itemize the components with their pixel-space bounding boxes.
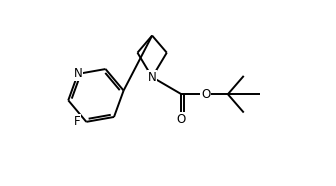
Text: O: O: [201, 88, 210, 101]
Text: N: N: [74, 67, 82, 80]
Text: F: F: [74, 115, 80, 128]
Text: O: O: [177, 113, 186, 126]
Text: N: N: [148, 71, 157, 84]
